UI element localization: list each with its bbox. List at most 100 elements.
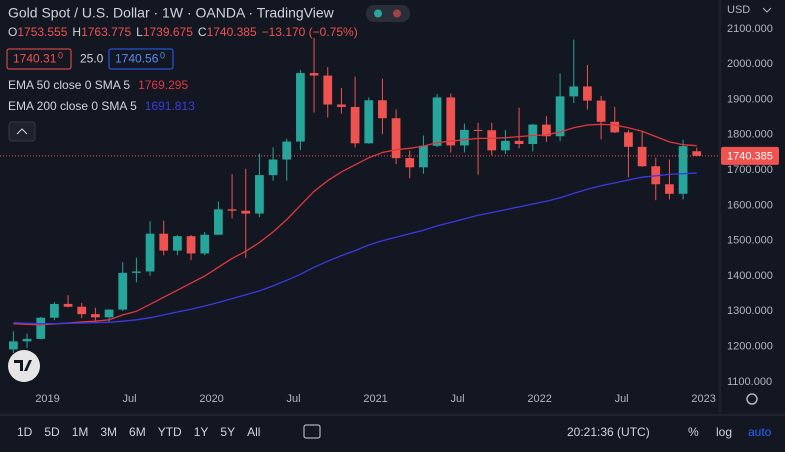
ohlc-prefix: C [198,25,207,39]
ohlc-values: O1753.555 H1763.775 L1739.675 C1740.385 −13.… [8,25,358,39]
range-icon[interactable] [303,424,321,439]
spread: 25.0 [80,52,104,66]
currency-label[interactable]: USD [727,4,750,16]
candle-body [296,73,305,142]
ohlc-prefix: H [72,25,81,39]
candle-body [487,130,497,151]
buy-price: 1740.56 [115,52,159,66]
bottom-toolbar: 20:21:36 (UTC) 1D 5D 1M 3M 6M YTD 1Y 5Y All% log a… [17,424,772,439]
logo-circle [8,350,40,382]
plot-area [0,37,720,353]
timeframe-button[interactable]: 5Y [220,425,235,439]
status-pill[interactable] [366,5,410,22]
candle-body [542,124,551,137]
timeframe-button[interactable]: All [247,425,260,439]
candle-body [501,140,510,151]
candle-body [91,314,100,318]
scale-button[interactable]: auto [748,425,772,439]
ohlc-prefix: O [8,25,17,39]
candle-body [596,100,606,122]
candle-body [405,158,415,168]
y-tick-label: 1300.000 [727,305,773,317]
last-price-tag [721,146,779,165]
candle-body [77,306,87,315]
ohlc-value: 1740.385 [207,25,257,39]
y-tick-label: 2000.000 [727,58,773,70]
x-tick-label: 2019 [35,393,59,405]
candle-body [159,233,169,251]
candle-body [22,338,32,342]
candle-body [378,100,387,119]
buy-button[interactable] [108,48,174,70]
candle-body [432,97,442,146]
candle-body [610,121,620,133]
y-tick-label: 1100.000 [727,376,772,388]
candle-body [364,100,374,144]
change: −13.170 (−0.75%) [262,25,358,39]
y-tick-label: 1500.000 [727,235,773,247]
timeframe-button[interactable]: 3M [100,425,117,439]
scale-button[interactable]: % [688,425,699,439]
x-tick-label: 2022 [527,393,551,405]
sell-price-sup: 0 [58,50,63,60]
collapse-button[interactable] [8,121,36,142]
candle-body [118,272,128,310]
y-tick-label: 2100.000 [727,23,773,35]
candle-body [337,104,346,107]
candle-body [227,209,237,211]
candle-body [460,129,469,146]
timeframe-button[interactable]: 1D [17,425,33,439]
status-dot [374,9,382,18]
candle-body [692,151,702,156]
candle-body [63,303,73,307]
candle-body [186,236,196,254]
ohlc-value: 1763.775 [81,25,131,39]
price-axis: 1100.000 1200.000 1300.000 1400.000 1500.000… [727,23,773,388]
legend: Gold Spot / U.S. Dollar · 1W · OANDA · T… [6,5,410,142]
x-tick-label: 2020 [199,393,223,405]
candle-body [268,159,278,176]
candle-body [637,146,647,167]
candle-body [309,73,319,76]
timeframe-button[interactable]: 5D [44,425,60,439]
candle-body [173,236,182,251]
timeframe-button[interactable]: 1M [72,425,89,439]
logo-mark [14,360,32,371]
y-tick-label: 1900.000 [727,93,773,105]
candle-body [36,317,46,339]
x-tick-label: 2023 [691,393,715,405]
ohlc-value: 1753.555 [17,25,67,39]
ohlc-value: 1739.675 [143,25,193,39]
x-tick-label: Jul [451,393,465,405]
candle-body [50,303,59,318]
candle-body [528,124,538,145]
ema-line [13,123,697,326]
indicator-name: EMA 200 close 0 SMA 5 [8,99,137,113]
timeframe-button[interactable]: YTD [158,425,182,439]
candle-body [624,132,633,147]
candle-body [200,234,210,254]
candle-body [569,86,579,97]
candle-body [214,209,223,235]
y-tick-label: 1600.000 [727,199,773,211]
sell-button[interactable] [6,48,72,70]
y-tick-label: 1800.000 [727,129,773,141]
sell-price: 1740.31 [13,52,57,66]
x-tick-label: Jul [287,393,301,405]
ema-line [13,172,697,325]
collapse-icon [16,128,28,135]
candle-body [678,146,688,194]
candle-body [350,106,360,144]
candle-body [9,341,18,350]
indicator-legend: EMA 200 close 0 SMA 5 1691.813 [8,99,195,113]
scale-button[interactable]: log [716,425,732,439]
x-tick-label: Jul [123,393,137,405]
settings-icon[interactable] [746,393,758,405]
indicator-value: 1691.813 [145,99,195,113]
chart-title: Gold Spot / U.S. Dollar · 1W · OANDA · T… [8,5,335,21]
timeframe-button[interactable]: 6M [129,425,146,439]
timeframe-button[interactable]: 1Y [194,425,209,439]
x-tick-label: Jul [615,393,629,405]
